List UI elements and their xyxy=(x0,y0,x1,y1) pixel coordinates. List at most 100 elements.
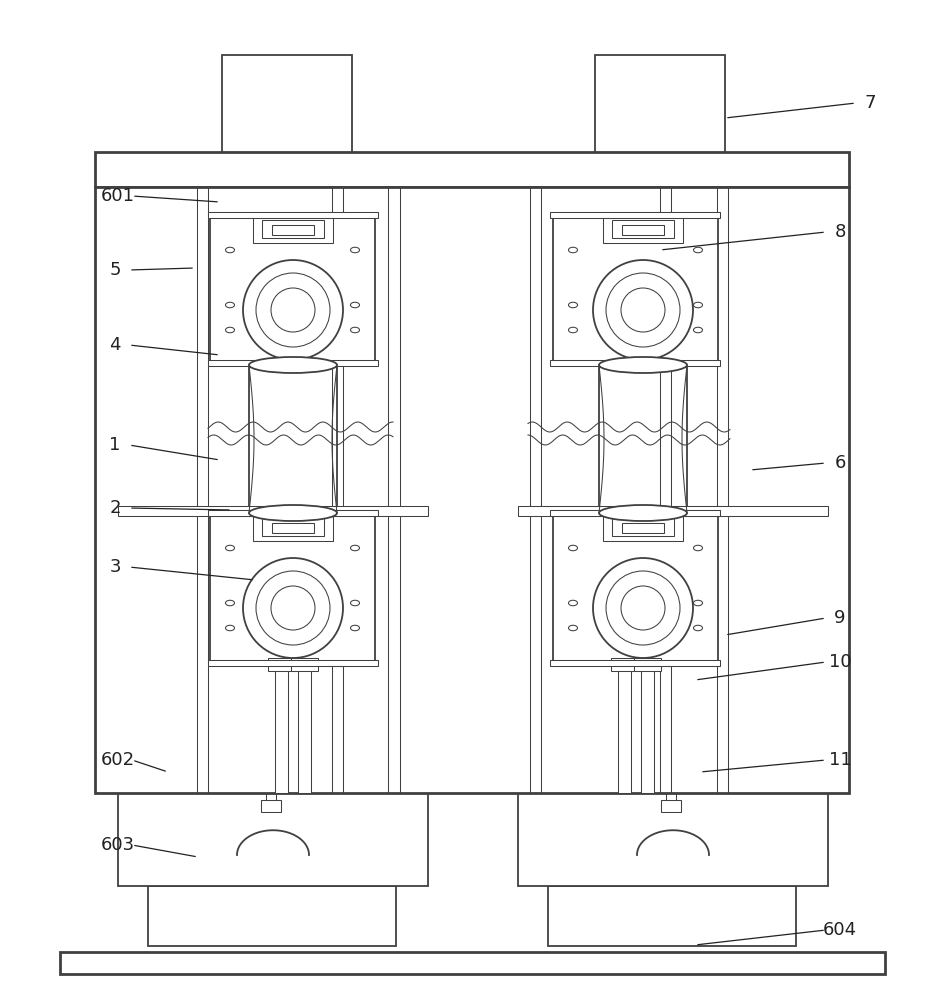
Bar xyxy=(210,513,375,663)
Text: 603: 603 xyxy=(101,836,135,854)
Bar xyxy=(268,663,295,671)
Text: 6: 6 xyxy=(834,454,846,472)
Circle shape xyxy=(621,586,665,630)
Bar xyxy=(291,658,318,663)
Bar xyxy=(208,510,378,516)
Bar xyxy=(618,663,631,793)
Bar xyxy=(148,886,396,946)
Bar xyxy=(266,793,276,800)
Circle shape xyxy=(606,273,680,347)
Bar xyxy=(298,663,311,793)
Text: 604: 604 xyxy=(823,921,857,939)
Circle shape xyxy=(593,260,693,360)
Bar xyxy=(634,663,661,671)
Ellipse shape xyxy=(568,625,578,631)
Bar xyxy=(208,660,378,666)
Bar xyxy=(611,663,638,671)
Ellipse shape xyxy=(694,247,702,253)
Ellipse shape xyxy=(599,505,687,521)
Circle shape xyxy=(621,288,665,332)
Bar xyxy=(272,225,314,235)
Bar xyxy=(261,800,281,812)
Bar xyxy=(550,360,720,366)
Bar xyxy=(550,212,720,218)
Text: 602: 602 xyxy=(101,751,135,769)
Text: 2: 2 xyxy=(110,499,121,517)
Circle shape xyxy=(243,558,343,658)
Ellipse shape xyxy=(249,357,337,373)
Bar xyxy=(95,152,849,187)
Ellipse shape xyxy=(694,302,702,308)
Bar xyxy=(118,506,428,516)
Circle shape xyxy=(606,571,680,645)
Ellipse shape xyxy=(694,600,702,606)
Bar xyxy=(291,663,318,671)
Bar xyxy=(595,55,725,152)
Bar xyxy=(60,952,885,974)
Ellipse shape xyxy=(568,247,578,253)
Bar xyxy=(622,523,664,533)
Bar xyxy=(634,658,661,663)
Text: 10: 10 xyxy=(829,653,851,671)
Bar xyxy=(272,523,314,533)
Text: 9: 9 xyxy=(834,609,846,627)
Bar xyxy=(222,55,352,152)
Text: 1: 1 xyxy=(110,436,121,454)
Ellipse shape xyxy=(568,302,578,308)
Bar xyxy=(262,220,324,238)
Text: 601: 601 xyxy=(101,187,135,205)
Circle shape xyxy=(593,558,693,658)
Bar xyxy=(518,793,828,886)
Bar xyxy=(641,663,654,793)
Bar xyxy=(622,225,664,235)
Bar xyxy=(208,360,378,366)
Ellipse shape xyxy=(226,302,234,308)
Text: 3: 3 xyxy=(110,558,121,576)
Bar xyxy=(611,658,638,663)
Ellipse shape xyxy=(350,302,360,308)
Bar xyxy=(603,215,683,243)
Ellipse shape xyxy=(694,545,702,551)
Ellipse shape xyxy=(226,247,234,253)
Bar xyxy=(612,518,674,536)
Bar xyxy=(548,886,796,946)
Bar xyxy=(253,215,333,243)
Bar xyxy=(208,212,378,218)
Bar xyxy=(612,220,674,238)
Ellipse shape xyxy=(350,625,360,631)
Bar xyxy=(210,215,375,365)
Ellipse shape xyxy=(599,357,687,373)
Text: 11: 11 xyxy=(829,751,851,769)
Ellipse shape xyxy=(226,600,234,606)
Ellipse shape xyxy=(249,505,337,521)
Circle shape xyxy=(256,273,330,347)
Ellipse shape xyxy=(226,545,234,551)
Ellipse shape xyxy=(350,545,360,551)
Bar xyxy=(518,506,828,516)
Text: 4: 4 xyxy=(110,336,121,354)
Circle shape xyxy=(271,288,315,332)
Bar xyxy=(275,663,288,793)
Ellipse shape xyxy=(694,327,702,333)
Ellipse shape xyxy=(350,247,360,253)
Bar xyxy=(118,793,428,886)
Circle shape xyxy=(256,571,330,645)
Ellipse shape xyxy=(226,327,234,333)
Circle shape xyxy=(271,586,315,630)
Bar xyxy=(95,187,849,793)
Bar xyxy=(268,658,295,663)
Bar xyxy=(253,513,333,541)
Bar xyxy=(262,518,324,536)
Text: 8: 8 xyxy=(834,223,846,241)
Bar xyxy=(553,513,718,663)
Ellipse shape xyxy=(226,625,234,631)
Text: 7: 7 xyxy=(865,94,876,112)
Bar xyxy=(550,660,720,666)
Ellipse shape xyxy=(694,625,702,631)
Ellipse shape xyxy=(350,600,360,606)
Bar xyxy=(666,793,676,800)
Circle shape xyxy=(243,260,343,360)
Bar xyxy=(553,215,718,365)
Ellipse shape xyxy=(568,545,578,551)
Ellipse shape xyxy=(568,600,578,606)
